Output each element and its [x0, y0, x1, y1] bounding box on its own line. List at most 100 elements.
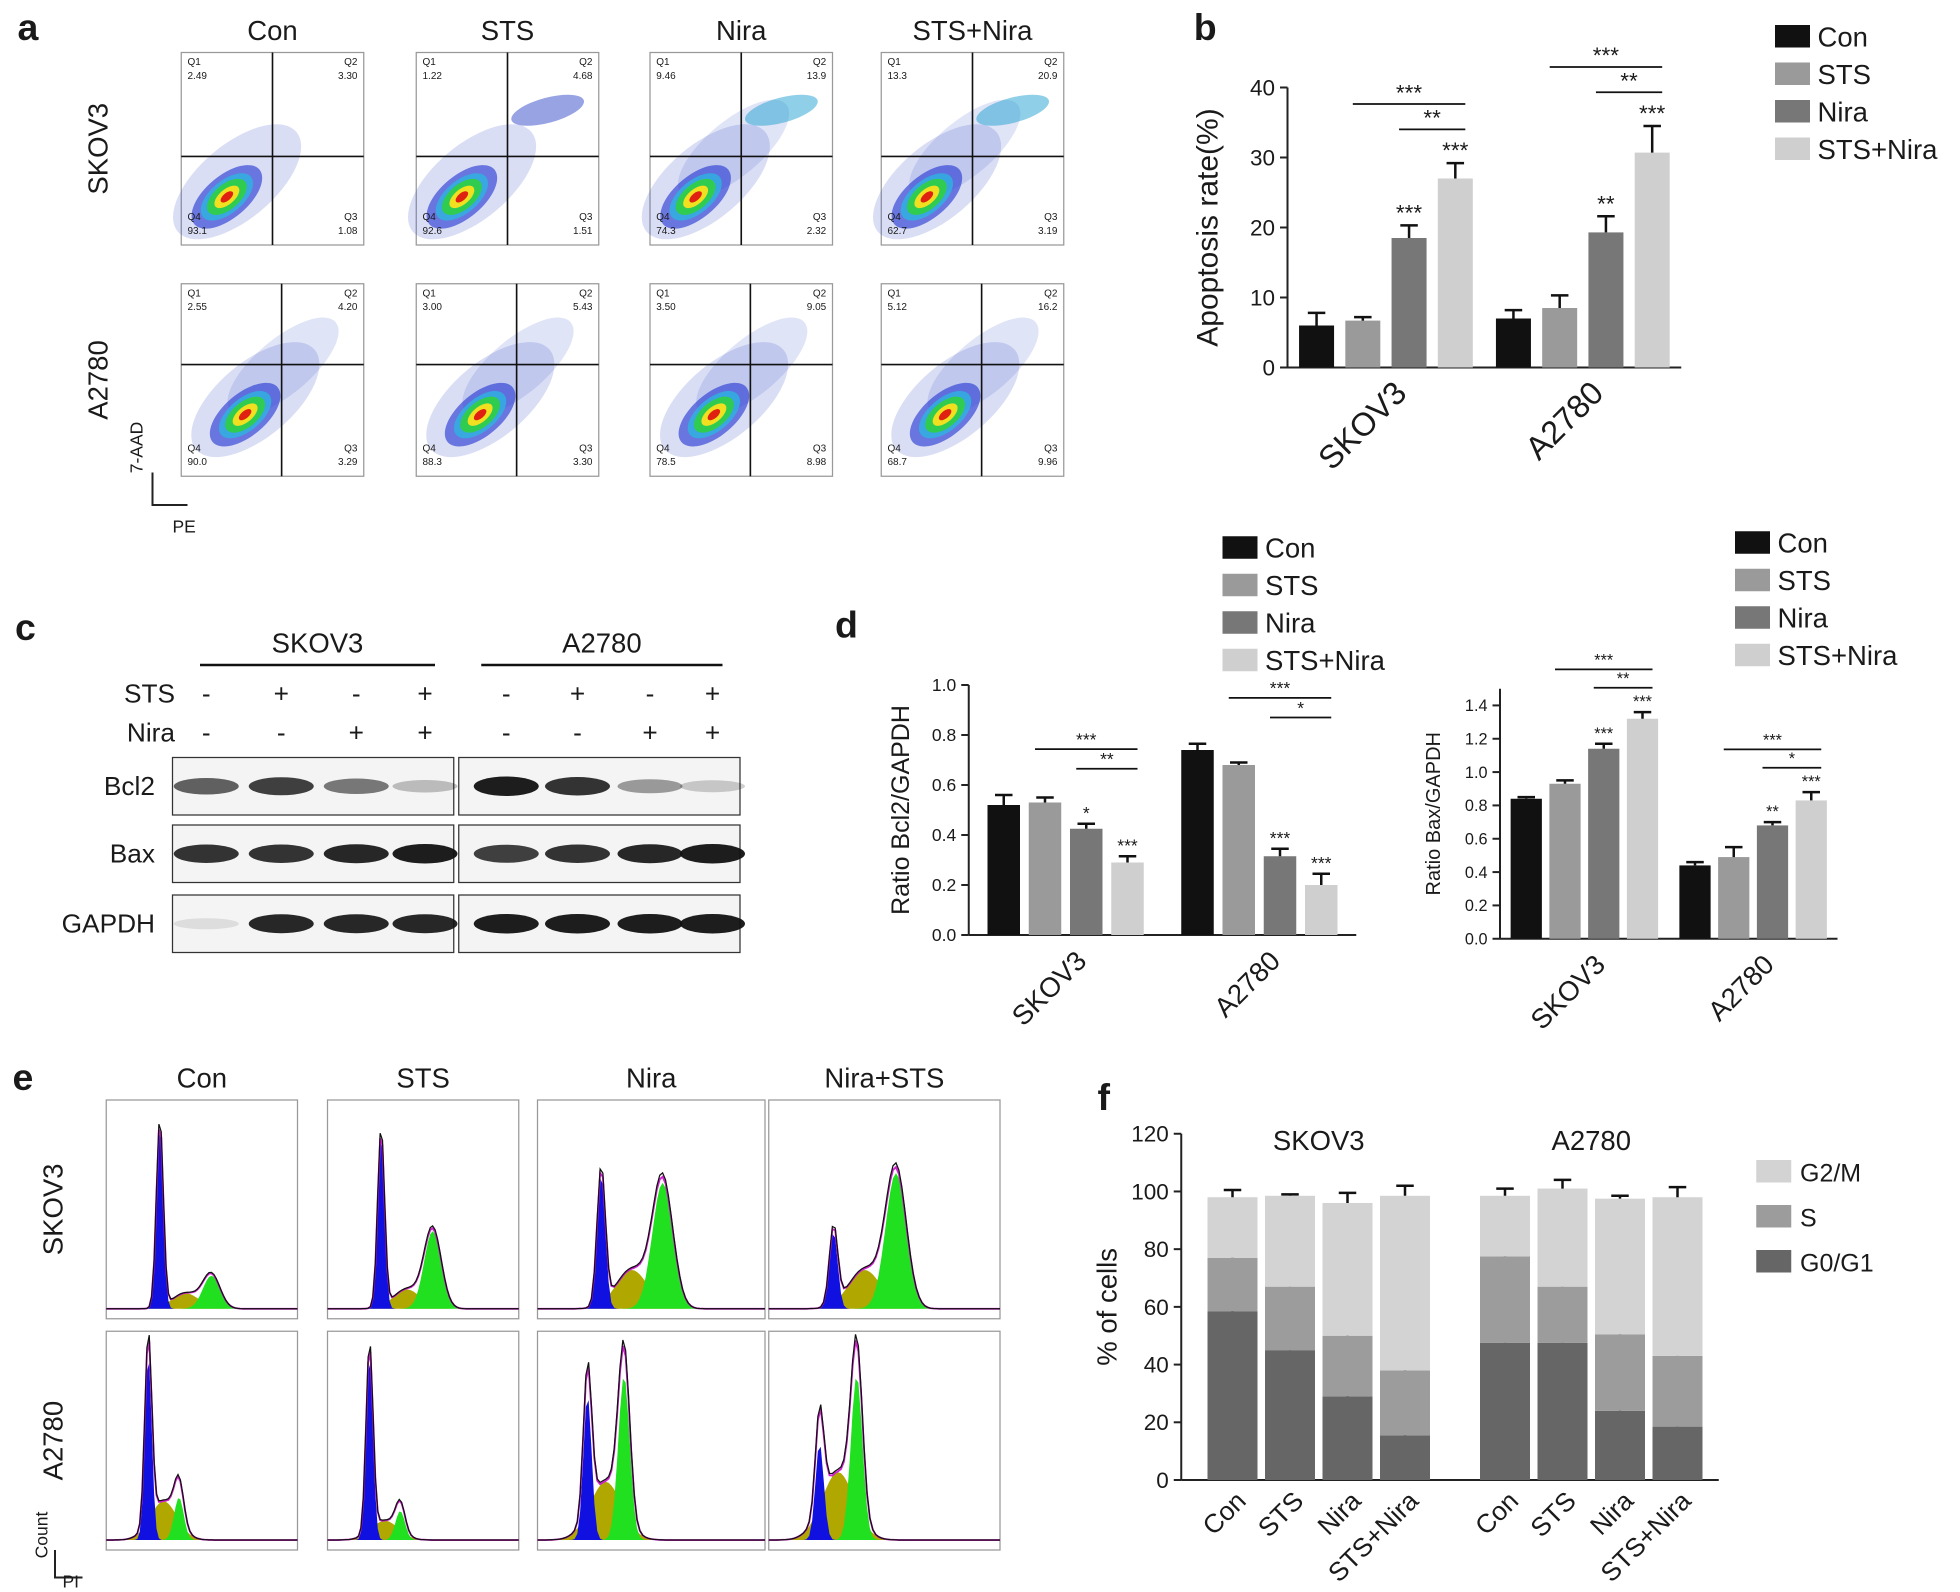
blot-band	[173, 778, 239, 795]
blot-band	[248, 844, 314, 863]
treatment-sign: -	[502, 717, 511, 747]
bar-segment	[1595, 1410, 1645, 1480]
quadrant-name: Q1	[423, 288, 437, 299]
quadrant-percentage: 5.12	[888, 302, 908, 313]
y-tick-label: 60	[1144, 1295, 1169, 1320]
bar-segment	[1480, 1195, 1530, 1257]
y-tick-label: 1.2	[1465, 730, 1488, 748]
error-bar	[1595, 742, 1613, 749]
quadrant-name: Q4	[423, 443, 437, 454]
legend-swatch	[1222, 611, 1258, 634]
quadrant-name: Q3	[813, 443, 827, 454]
comparison-label: ***	[1076, 729, 1097, 749]
column-header: Nira	[626, 1063, 677, 1094]
legend-label: Con	[1818, 21, 1868, 52]
blot-band	[545, 844, 610, 863]
treatment-sign: +	[349, 717, 364, 747]
group-label: A2780	[1551, 1125, 1631, 1156]
column-header: STS	[396, 1063, 449, 1094]
bar	[987, 805, 1020, 935]
quadrant-percentage: 93.1	[188, 226, 208, 237]
column-header: Con	[247, 15, 297, 46]
legend-swatch	[1735, 606, 1770, 629]
quadrant-name: Q2	[813, 57, 827, 68]
y-tick-label: 0.8	[932, 725, 956, 745]
panel-letter: a	[18, 6, 40, 48]
legend-label: Nira	[1818, 96, 1869, 127]
bar-segment	[1380, 1370, 1430, 1436]
bar-segment	[1380, 1195, 1430, 1371]
panel-letter: f	[1098, 1076, 1111, 1118]
axis-label: Count	[32, 1512, 52, 1559]
comparison-label: ***	[1763, 732, 1783, 750]
error-bar	[1725, 845, 1743, 858]
bar-segment	[1322, 1396, 1373, 1480]
blot-band	[680, 914, 745, 934]
blot-band	[323, 844, 389, 864]
error-bar	[1077, 822, 1095, 829]
error-bar	[1312, 872, 1330, 886]
quadrant-name: Q2	[344, 288, 358, 299]
row-label: A2780	[83, 340, 114, 420]
quadrant-name: Q1	[888, 57, 902, 68]
group-label: SKOV3	[272, 628, 364, 659]
plot-frame	[105, 1099, 299, 1320]
quadrant-percentage: 20.9	[1038, 71, 1058, 82]
bar	[1588, 748, 1620, 939]
quadrant-percentage: 1.08	[338, 226, 358, 237]
density	[689, 191, 702, 203]
histogram-area	[768, 1446, 1000, 1540]
bar	[1510, 798, 1542, 939]
y-tick-label: 30	[1250, 145, 1275, 170]
quadrant-percentage: 3.30	[338, 71, 358, 82]
comparison-label: ***	[1594, 652, 1614, 670]
blot-band	[173, 918, 239, 930]
error-bar	[1643, 124, 1661, 153]
error-bar	[1517, 795, 1535, 799]
histogram-outline	[106, 1335, 298, 1541]
quadrant-percentage: 13.9	[807, 71, 827, 82]
bar-segment	[1207, 1197, 1258, 1258]
bar-segment	[1652, 1426, 1703, 1480]
histogram-area	[327, 1362, 519, 1540]
blot-band	[473, 844, 539, 863]
legend-label: STS+Nira	[1818, 134, 1939, 165]
legend-label: STS+Nira	[1265, 645, 1386, 676]
bar	[1588, 232, 1624, 368]
axis-label: PE	[173, 517, 196, 537]
comparison-label: *	[1297, 698, 1304, 718]
y-tick-label: 1.0	[932, 675, 957, 695]
legend-label: Nira	[1265, 608, 1316, 639]
y-tick-label: 120	[1131, 1122, 1169, 1147]
group-label: SKOV3	[1273, 1125, 1365, 1156]
plot-frame	[880, 283, 1065, 477]
bar-segment	[1595, 1198, 1645, 1335]
bar	[1626, 718, 1659, 939]
error-bar	[1188, 742, 1207, 751]
y-axis-label: Ratio Bcl2/GAPDH	[887, 705, 915, 915]
legend-label: STS+Nira	[1778, 640, 1899, 671]
quadrant-name: Q2	[1044, 288, 1058, 299]
y-tick-label: 0.6	[1465, 830, 1488, 848]
bar	[1111, 862, 1144, 935]
treatment-label: Nira	[127, 717, 176, 747]
blot-band	[617, 914, 683, 934]
significance: ***	[1270, 828, 1291, 848]
row-label: SKOV3	[38, 1164, 69, 1256]
bar	[1391, 238, 1427, 368]
blot-band	[473, 914, 539, 934]
quadrant-name: Q2	[579, 288, 593, 299]
error-bar	[1611, 1194, 1629, 1199]
y-tick-label: 1.4	[1465, 697, 1488, 715]
bar-segment	[1322, 1335, 1373, 1397]
quadrant-name: Q1	[888, 288, 902, 299]
bar	[1299, 325, 1335, 368]
legend-label: Con	[1778, 528, 1828, 559]
y-axis-label: Ratio Bax/GAPDH	[1423, 732, 1445, 895]
bar-segment	[1380, 1435, 1430, 1480]
blot-band	[617, 779, 683, 794]
histogram-outline	[768, 1161, 1000, 1310]
bar-segment	[1652, 1197, 1703, 1356]
legend-label: Con	[1265, 533, 1315, 564]
plot-frame	[326, 1330, 520, 1551]
